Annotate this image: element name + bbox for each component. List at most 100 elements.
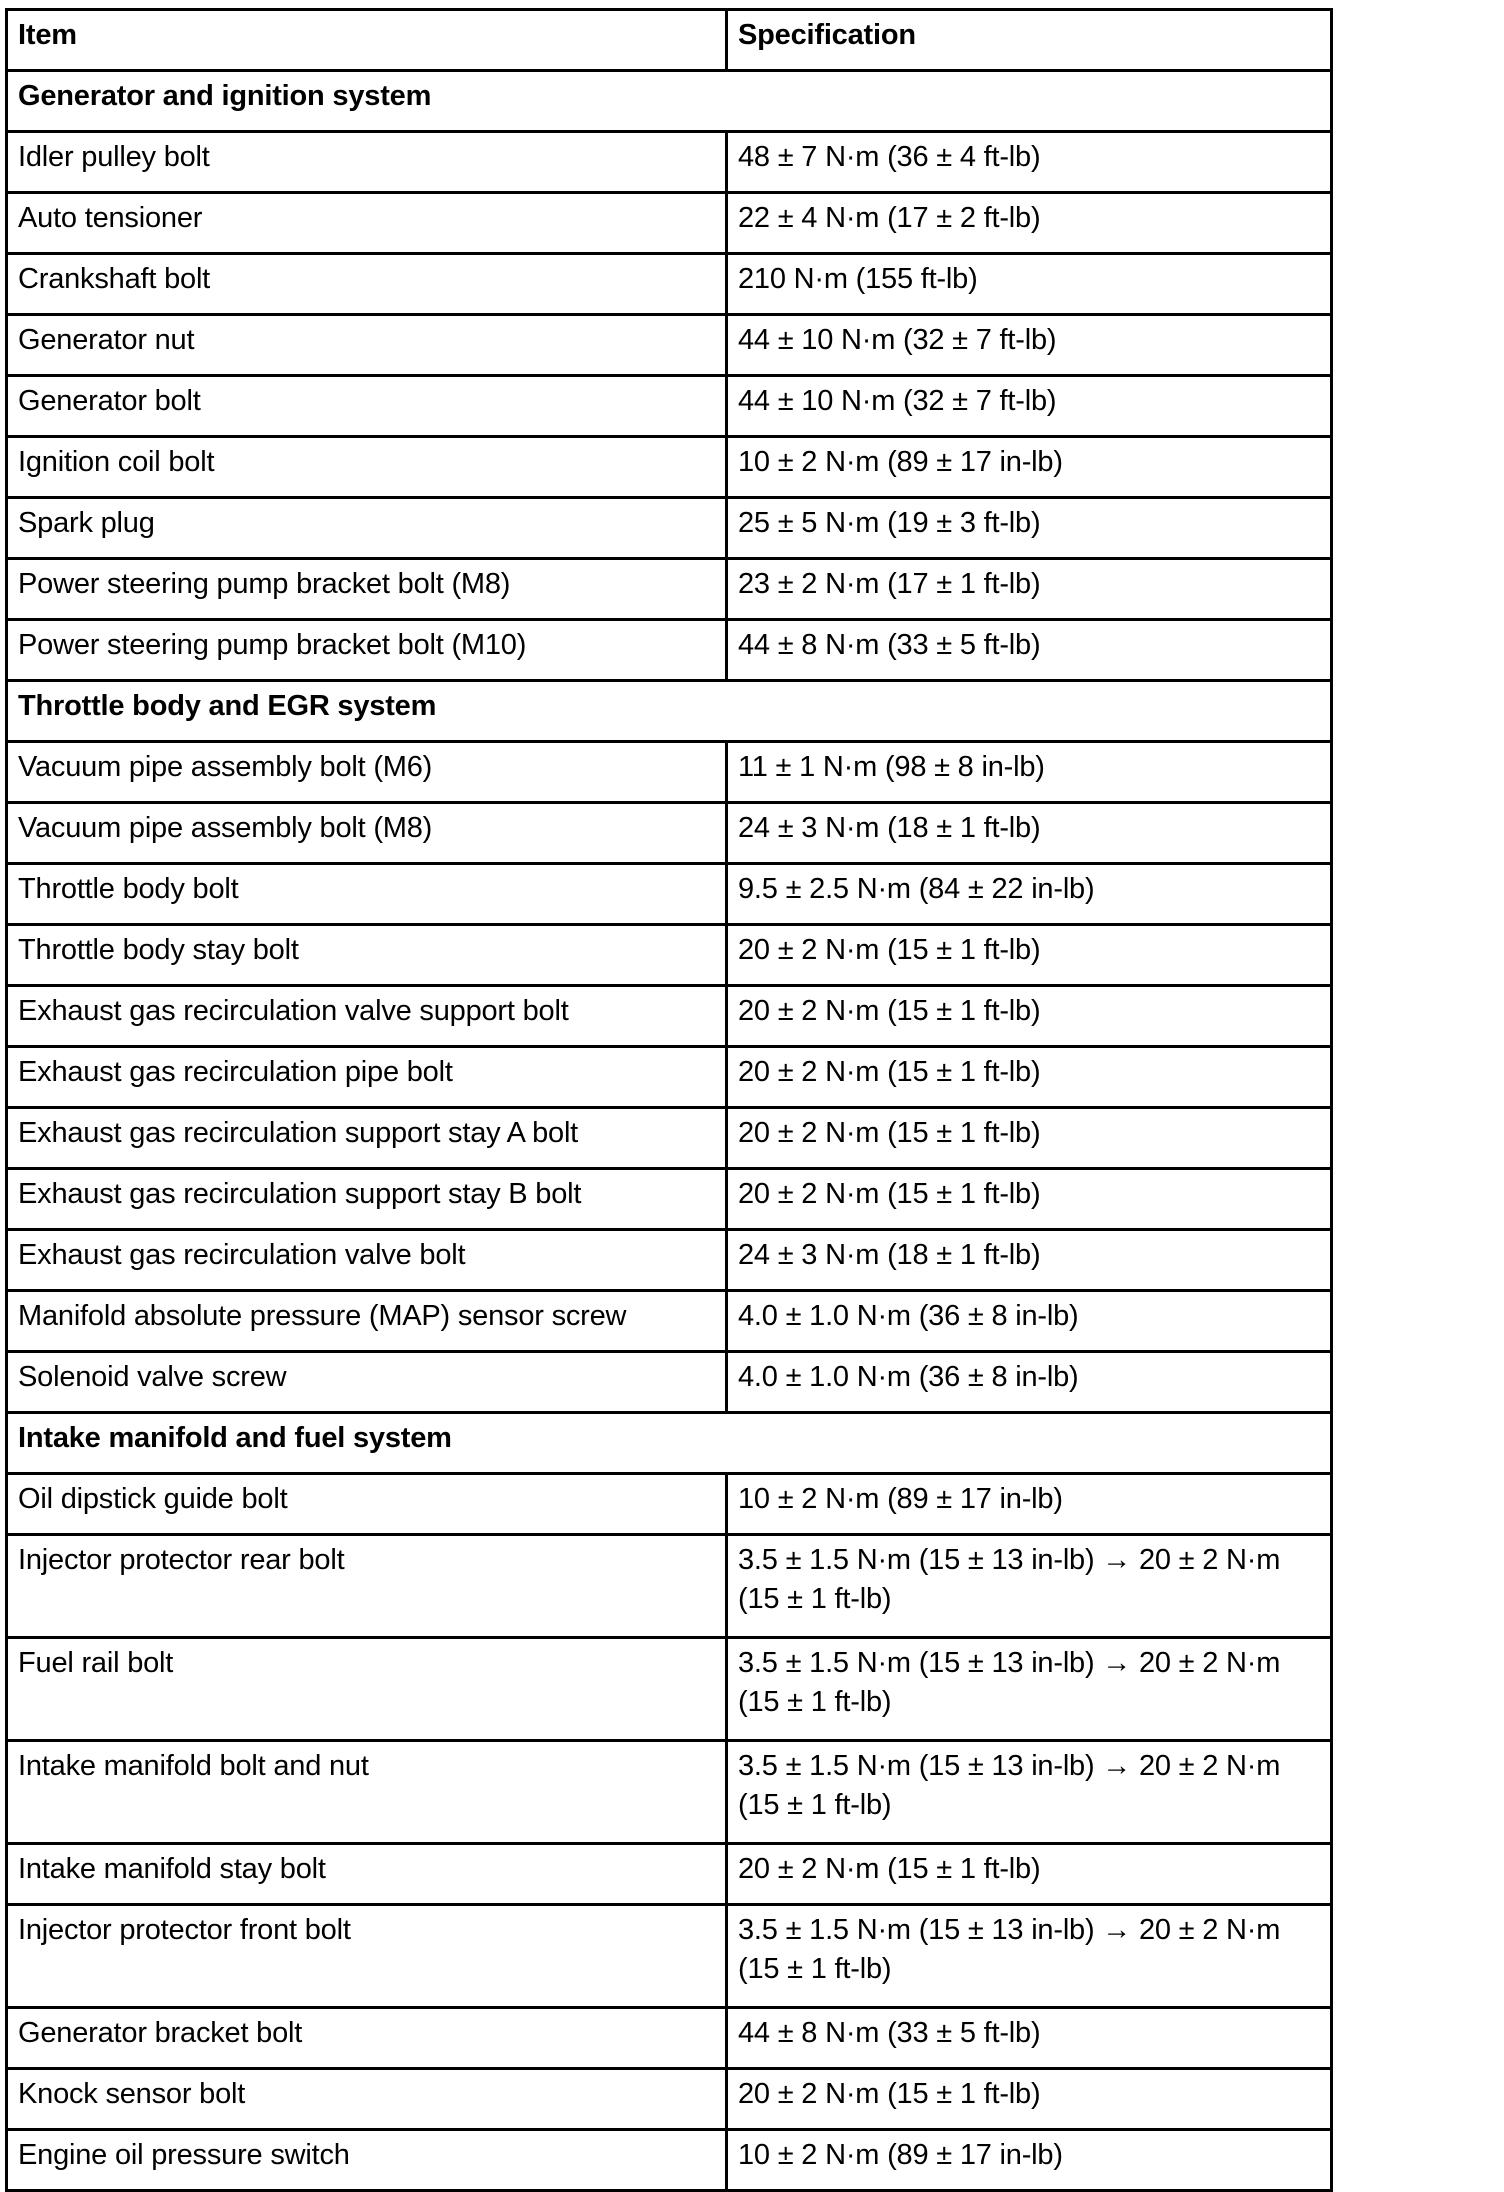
table-section-row: Generator and ignition system bbox=[5, 69, 1333, 133]
cell-item: Ignition coil bolt bbox=[5, 435, 728, 499]
table-row: Fuel rail bolt 3.5 ± 1.5 N·m (15 ± 13 in-… bbox=[5, 1636, 1333, 1742]
cell-specification: 20 ± 2 N·m (15 ± 1 ft-lb) bbox=[725, 1045, 1333, 1109]
cell-specification: 3.5 ± 1.5 N·m (15 ± 13 in-lb) → 20 ± 2 N… bbox=[725, 1903, 1333, 2009]
cell-specification: 44 ± 8 N·m (33 ± 5 ft-lb) bbox=[725, 2006, 1333, 2070]
cell-specification: 3.5 ± 1.5 N·m (15 ± 13 in-lb) → 20 ± 2 N… bbox=[725, 1739, 1333, 1845]
cell-specification: 11 ± 1 N·m (98 ± 8 in-lb) bbox=[725, 740, 1333, 804]
cell-specification: 20 ± 2 N·m (15 ± 1 ft-lb) bbox=[725, 1167, 1333, 1231]
table-row: Exhaust gas recirculation support stay B… bbox=[5, 1167, 1333, 1231]
table-head: Item Specification bbox=[5, 8, 1333, 72]
cell-specification: 210 N·m (155 ft-lb) bbox=[725, 252, 1333, 316]
cell-item: Crankshaft bolt bbox=[5, 252, 728, 316]
table-row: Throttle body bolt 9.5 ± 2.5 N·m (84 ± 22… bbox=[5, 862, 1333, 926]
table-row: Idler pulley bolt 48 ± 7 N·m (36 ± 4 ft-l… bbox=[5, 130, 1333, 194]
cell-item: Exhaust gas recirculation valve bolt bbox=[5, 1228, 728, 1292]
cell-item: Generator nut bbox=[5, 313, 728, 377]
table-row: Exhaust gas recirculation support stay A… bbox=[5, 1106, 1333, 1170]
table-row: Injector protector rear bolt 3.5 ± 1.5 N·… bbox=[5, 1533, 1333, 1639]
cell-item: Power steering pump bracket bolt (M8) bbox=[5, 557, 728, 621]
table-row: Solenoid valve screw 4.0 ± 1.0 N·m (36 ± … bbox=[5, 1350, 1333, 1414]
cell-specification: 24 ± 3 N·m (18 ± 1 ft-lb) bbox=[725, 801, 1333, 865]
cell-item: Fuel rail bolt bbox=[5, 1636, 728, 1742]
cell-specification: 10 ± 2 N·m (89 ± 17 in-lb) bbox=[725, 1472, 1333, 1536]
section-title: Intake manifold and fuel system bbox=[5, 1411, 1333, 1475]
cell-specification: 22 ± 4 N·m (17 ± 2 ft-lb) bbox=[725, 191, 1333, 255]
cell-item: Intake manifold bolt and nut bbox=[5, 1739, 728, 1845]
table-body: Generator and ignition system Idler pulle… bbox=[5, 69, 1333, 2192]
cell-specification: 23 ± 2 N·m (17 ± 1 ft-lb) bbox=[725, 557, 1333, 621]
cell-item: Throttle body bolt bbox=[5, 862, 728, 926]
table-row: Vacuum pipe assembly bolt (M8) 24 ± 3 N·m… bbox=[5, 801, 1333, 865]
cell-item: Idler pulley bolt bbox=[5, 130, 728, 194]
cell-item: Vacuum pipe assembly bolt (M6) bbox=[5, 740, 728, 804]
cell-specification: 44 ± 8 N·m (33 ± 5 ft-lb) bbox=[725, 618, 1333, 682]
cell-item: Solenoid valve screw bbox=[5, 1350, 728, 1414]
table-row: Exhaust gas recirculation valve bolt 24 ±… bbox=[5, 1228, 1333, 1292]
cell-item: Knock sensor bolt bbox=[5, 2067, 728, 2131]
column-header-specification: Specification bbox=[725, 8, 1333, 72]
cell-specification: 10 ± 2 N·m (89 ± 17 in-lb) bbox=[725, 435, 1333, 499]
table-row: Throttle body stay bolt 20 ± 2 N·m (15 ± … bbox=[5, 923, 1333, 987]
cell-item: Injector protector front bolt bbox=[5, 1903, 728, 2009]
table-row: Intake manifold bolt and nut 3.5 ± 1.5 N·… bbox=[5, 1739, 1333, 1845]
cell-item: Throttle body stay bolt bbox=[5, 923, 728, 987]
cell-specification: 44 ± 10 N·m (32 ± 7 ft-lb) bbox=[725, 313, 1333, 377]
cell-item: Intake manifold stay bolt bbox=[5, 1842, 728, 1906]
table-row: Generator bolt 44 ± 10 N·m (32 ± 7 ft-lb) bbox=[5, 374, 1333, 438]
cell-item: Exhaust gas recirculation support stay A… bbox=[5, 1106, 728, 1170]
cell-item: Auto tensioner bbox=[5, 191, 728, 255]
cell-item: Exhaust gas recirculation valve support … bbox=[5, 984, 728, 1048]
cell-specification: 3.5 ± 1.5 N·m (15 ± 13 in-lb) → 20 ± 2 N… bbox=[725, 1533, 1333, 1639]
cell-item: Oil dipstick guide bolt bbox=[5, 1472, 728, 1536]
cell-specification: 9.5 ± 2.5 N·m (84 ± 22 in-lb) bbox=[725, 862, 1333, 926]
section-title: Generator and ignition system bbox=[5, 69, 1333, 133]
cell-specification: 20 ± 2 N·m (15 ± 1 ft-lb) bbox=[725, 984, 1333, 1048]
table-row: Crankshaft bolt 210 N·m (155 ft-lb) bbox=[5, 252, 1333, 316]
cell-item: Exhaust gas recirculation support stay B… bbox=[5, 1167, 728, 1231]
cell-specification: 3.5 ± 1.5 N·m (15 ± 13 in-lb) → 20 ± 2 N… bbox=[725, 1636, 1333, 1742]
table-row: Injector protector front bolt 3.5 ± 1.5 N… bbox=[5, 1903, 1333, 2009]
table-section-row: Intake manifold and fuel system bbox=[5, 1411, 1333, 1475]
document-page: Item Specification Generator and ignitio… bbox=[5, 8, 1333, 2192]
table-row: Knock sensor bolt 20 ± 2 N·m (15 ± 1 ft-l… bbox=[5, 2067, 1333, 2131]
table-row: Exhaust gas recirculation pipe bolt 20 ± … bbox=[5, 1045, 1333, 1109]
cell-specification: 10 ± 2 N·m (89 ± 17 in-lb) bbox=[725, 2128, 1333, 2192]
table-row: Auto tensioner 22 ± 4 N·m (17 ± 2 ft-lb) bbox=[5, 191, 1333, 255]
cell-specification: 20 ± 2 N·m (15 ± 1 ft-lb) bbox=[725, 923, 1333, 987]
table-row: Generator nut 44 ± 10 N·m (32 ± 7 ft-lb) bbox=[5, 313, 1333, 377]
cell-item: Generator bracket bolt bbox=[5, 2006, 728, 2070]
cell-item: Spark plug bbox=[5, 496, 728, 560]
cell-item: Injector protector rear bolt bbox=[5, 1533, 728, 1639]
cell-item: Vacuum pipe assembly bolt (M8) bbox=[5, 801, 728, 865]
cell-specification: 4.0 ± 1.0 N·m (36 ± 8 in-lb) bbox=[725, 1289, 1333, 1353]
table-row: Exhaust gas recirculation valve support … bbox=[5, 984, 1333, 1048]
table-row: Engine oil pressure switch 10 ± 2 N·m (89… bbox=[5, 2128, 1333, 2192]
cell-specification: 4.0 ± 1.0 N·m (36 ± 8 in-lb) bbox=[725, 1350, 1333, 1414]
table-row: Power steering pump bracket bolt (M10) 44… bbox=[5, 618, 1333, 682]
cell-specification: 20 ± 2 N·m (15 ± 1 ft-lb) bbox=[725, 2067, 1333, 2131]
cell-item: Exhaust gas recirculation pipe bolt bbox=[5, 1045, 728, 1109]
table-row: Manifold absolute pressure (MAP) sensor … bbox=[5, 1289, 1333, 1353]
cell-item: Power steering pump bracket bolt (M10) bbox=[5, 618, 728, 682]
cell-specification: 24 ± 3 N·m (18 ± 1 ft-lb) bbox=[725, 1228, 1333, 1292]
table-row: Intake manifold stay bolt 20 ± 2 N·m (15 … bbox=[5, 1842, 1333, 1906]
cell-specification: 44 ± 10 N·m (32 ± 7 ft-lb) bbox=[725, 374, 1333, 438]
table-row: Vacuum pipe assembly bolt (M6) 11 ± 1 N·m… bbox=[5, 740, 1333, 804]
cell-specification: 20 ± 2 N·m (15 ± 1 ft-lb) bbox=[725, 1842, 1333, 1906]
table-row: Power steering pump bracket bolt (M8) 23 … bbox=[5, 557, 1333, 621]
cell-specification: 25 ± 5 N·m (19 ± 3 ft-lb) bbox=[725, 496, 1333, 560]
cell-item: Generator bolt bbox=[5, 374, 728, 438]
cell-specification: 20 ± 2 N·m (15 ± 1 ft-lb) bbox=[725, 1106, 1333, 1170]
cell-item: Manifold absolute pressure (MAP) sensor … bbox=[5, 1289, 728, 1353]
table-row: Oil dipstick guide bolt 10 ± 2 N·m (89 ± … bbox=[5, 1472, 1333, 1536]
table-row: Ignition coil bolt 10 ± 2 N·m (89 ± 17 in… bbox=[5, 435, 1333, 499]
torque-specification-table: Item Specification Generator and ignitio… bbox=[5, 8, 1333, 2192]
table-header-row: Item Specification bbox=[5, 8, 1333, 72]
table-row: Spark plug 25 ± 5 N·m (19 ± 3 ft-lb) bbox=[5, 496, 1333, 560]
column-header-item: Item bbox=[5, 8, 728, 72]
cell-item: Engine oil pressure switch bbox=[5, 2128, 728, 2192]
cell-specification: 48 ± 7 N·m (36 ± 4 ft-lb) bbox=[725, 130, 1333, 194]
table-row: Generator bracket bolt 44 ± 8 N·m (33 ± 5… bbox=[5, 2006, 1333, 2070]
section-title: Throttle body and EGR system bbox=[5, 679, 1333, 743]
table-section-row: Throttle body and EGR system bbox=[5, 679, 1333, 743]
